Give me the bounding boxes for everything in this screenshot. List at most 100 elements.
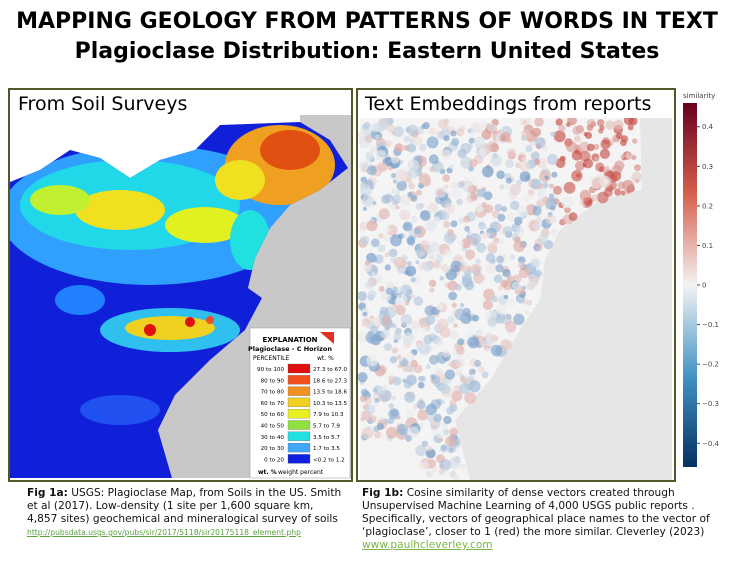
dot xyxy=(443,232,456,244)
dot xyxy=(400,284,412,296)
dot xyxy=(591,194,599,202)
caption-link[interactable]: http://pubsdata.usgs.gov/pubs/sir/2017/5… xyxy=(27,528,301,537)
dot xyxy=(457,148,467,159)
dot xyxy=(360,235,370,246)
dot xyxy=(487,123,497,133)
dot xyxy=(370,325,379,334)
dot xyxy=(388,248,398,258)
dot xyxy=(542,146,548,152)
dot xyxy=(365,151,374,160)
dot xyxy=(392,199,399,206)
legend-percentile: 0 to 20 xyxy=(264,457,284,463)
dot xyxy=(390,155,400,164)
dot xyxy=(368,290,377,299)
legend-swatch xyxy=(287,363,311,374)
dot xyxy=(371,238,380,248)
dot xyxy=(364,135,373,143)
dot xyxy=(458,240,464,247)
colorbar-tick-label: −0.1 xyxy=(702,321,719,329)
legend-percentile: 50 to 60 xyxy=(261,412,285,418)
dot xyxy=(442,349,450,358)
dot xyxy=(425,220,437,232)
dot xyxy=(387,140,393,146)
dot xyxy=(380,434,385,440)
dot xyxy=(437,318,449,330)
legend-note: wt. % xyxy=(258,469,277,476)
dot xyxy=(369,144,378,153)
legend-subtitle: Plagioclase - C Horizon xyxy=(248,345,332,353)
legend-range: 27.3 to 67.0 xyxy=(313,367,348,373)
dot xyxy=(413,296,424,306)
dot xyxy=(374,431,382,439)
caption-label: Fig 1a: xyxy=(27,487,68,499)
dot xyxy=(377,422,384,430)
dot xyxy=(476,242,487,253)
dot xyxy=(576,173,581,178)
dot xyxy=(415,202,424,211)
legend-swatch xyxy=(287,386,311,396)
dot xyxy=(460,463,466,470)
dot xyxy=(468,137,475,144)
dot xyxy=(461,238,472,249)
legend-percentile: 90 to 100 xyxy=(257,367,284,373)
dot xyxy=(464,225,470,232)
dot xyxy=(525,145,533,153)
legend-swatch xyxy=(287,397,311,408)
dot xyxy=(527,189,535,196)
dot xyxy=(448,291,458,301)
dot xyxy=(450,220,458,228)
dot xyxy=(628,116,638,126)
legend-range: 3.5 to 5.7 xyxy=(313,435,340,441)
dot xyxy=(533,222,541,230)
dot xyxy=(395,170,407,182)
legend-percentile: 80 to 90 xyxy=(261,378,285,384)
dot xyxy=(373,387,378,393)
dot xyxy=(361,427,374,439)
dot xyxy=(605,120,615,130)
dot xyxy=(434,337,444,346)
dot xyxy=(625,151,633,160)
dot xyxy=(482,124,487,129)
dot xyxy=(443,221,451,229)
dot xyxy=(449,330,459,340)
legend-range: 18.6 to 27.3 xyxy=(313,378,348,384)
legend-percentile: 20 to 30 xyxy=(261,446,285,452)
dot xyxy=(493,274,503,284)
dot xyxy=(490,344,503,357)
dot xyxy=(480,340,487,347)
dot xyxy=(586,124,594,131)
dot xyxy=(634,178,640,184)
dot xyxy=(360,388,369,397)
dot xyxy=(482,299,493,310)
dot xyxy=(549,216,557,224)
dot xyxy=(561,196,573,209)
dot xyxy=(536,244,543,252)
dot xyxy=(443,184,449,190)
dot xyxy=(428,154,439,165)
dot xyxy=(475,328,484,337)
dot xyxy=(378,285,385,292)
dot xyxy=(428,254,435,261)
dot xyxy=(426,136,439,149)
caption-link[interactable]: www.paulhcleverley.com xyxy=(362,539,493,551)
dot xyxy=(362,311,368,317)
dot xyxy=(360,176,367,183)
dot xyxy=(475,258,481,264)
dot xyxy=(356,331,368,343)
dot xyxy=(390,234,402,247)
dot xyxy=(360,184,372,197)
dot xyxy=(464,392,477,404)
dot xyxy=(407,426,419,438)
dot xyxy=(441,149,452,160)
dot xyxy=(463,215,471,223)
dot xyxy=(429,354,439,365)
dot xyxy=(420,375,426,382)
dot xyxy=(379,306,389,316)
dot xyxy=(449,164,454,170)
dot xyxy=(550,228,558,236)
dot xyxy=(448,457,461,469)
dot xyxy=(377,161,388,173)
dot xyxy=(542,196,550,204)
dot xyxy=(452,473,460,481)
dot xyxy=(424,305,435,316)
